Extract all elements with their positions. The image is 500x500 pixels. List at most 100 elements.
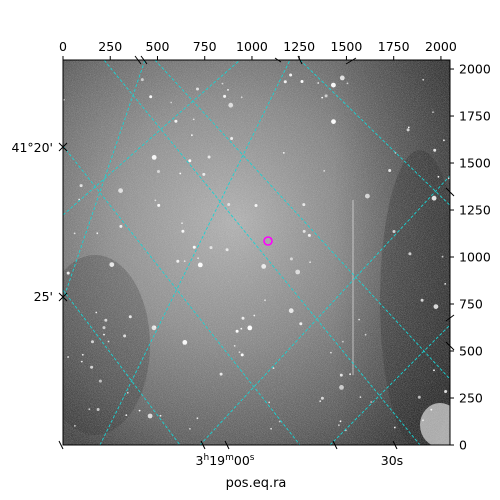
star: [349, 373, 351, 376]
star: [300, 80, 304, 83]
star: [223, 94, 227, 98]
star: [437, 175, 440, 178]
noise-layer: [63, 60, 450, 445]
star: [170, 101, 173, 104]
star: [176, 259, 180, 263]
star: [174, 119, 178, 123]
star: [417, 395, 421, 399]
star: [66, 271, 70, 275]
star: [219, 372, 223, 376]
top-pixel-axis: 0 250 500 750 1000 1250 1500 1750 2000: [59, 39, 457, 60]
star: [302, 229, 306, 233]
star: [119, 224, 123, 228]
world-tick-marks: [58, 55, 455, 450]
star: [227, 203, 231, 206]
star: [253, 314, 256, 317]
right-tick-label: 2000: [459, 62, 491, 77]
star: [339, 75, 345, 81]
star: [233, 345, 236, 347]
star: [338, 424, 340, 427]
grid-line: [63, 60, 146, 301]
star: [103, 333, 105, 336]
star: [140, 78, 144, 82]
star: [433, 148, 437, 152]
plot-frame: [62, 59, 451, 446]
star: [88, 408, 91, 411]
star: [196, 417, 199, 420]
star: [278, 420, 281, 423]
star: [441, 255, 444, 258]
star: [321, 96, 324, 99]
star: [241, 316, 245, 320]
star: [74, 425, 76, 427]
dec-label-1: 41°20': [12, 140, 54, 155]
star: [230, 137, 234, 140]
ra-label-2: 30s: [381, 453, 403, 468]
star: [323, 170, 326, 172]
star: [79, 184, 83, 188]
star: [240, 353, 244, 357]
right-tick-label: 1750: [459, 109, 491, 124]
right-tick-label: 500: [459, 344, 483, 359]
right-pixel-axis: 0 250 500 750 1000 1250 1500 1750 2000: [450, 62, 491, 453]
star: [147, 413, 153, 419]
star: [149, 95, 153, 99]
star: [118, 188, 123, 194]
star: [227, 89, 229, 91]
grid-line: [63, 145, 301, 445]
star: [309, 261, 311, 264]
star: [128, 315, 132, 319]
star: [302, 203, 306, 207]
star: [433, 369, 435, 372]
star: [272, 367, 275, 369]
star: [126, 391, 129, 394]
right-tick-label: 1250: [459, 203, 491, 218]
star: [365, 193, 370, 199]
star: [125, 414, 128, 416]
star: [67, 356, 69, 358]
star: [191, 134, 193, 137]
star: [181, 229, 185, 233]
star: [95, 311, 98, 314]
star: [151, 325, 157, 331]
star: [109, 262, 115, 267]
star: [331, 119, 336, 124]
star: [447, 177, 450, 180]
star: [299, 322, 303, 326]
star: [104, 318, 108, 322]
star: [91, 340, 94, 344]
star: [406, 128, 410, 132]
star: [188, 159, 192, 163]
right-tick-label: 0: [459, 438, 467, 453]
star: [102, 326, 106, 330]
grid-line: [63, 60, 241, 216]
star: [289, 73, 293, 77]
top-tick-label: 250: [98, 39, 122, 54]
top-tick-label: 1000: [236, 39, 268, 54]
star: [420, 298, 424, 302]
star: [182, 340, 188, 345]
star: [98, 379, 102, 383]
star: [282, 152, 285, 154]
star: [430, 408, 433, 411]
star: [393, 426, 396, 429]
star: [392, 230, 396, 233]
star: [422, 419, 424, 422]
plot-area: [63, 60, 450, 445]
star: [407, 126, 410, 129]
star: [324, 94, 328, 98]
star: [63, 98, 65, 101]
ra-label-1: 3h19m00s: [196, 453, 255, 468]
star-field: [63, 73, 450, 432]
star: [81, 353, 84, 356]
star: [432, 111, 434, 113]
star: [359, 396, 362, 398]
star: [339, 420, 342, 423]
target-marker: [263, 236, 273, 246]
right-tick-label: 1500: [459, 156, 491, 171]
grid-line: [329, 324, 450, 445]
top-tick-label: 1750: [378, 39, 410, 54]
star: [339, 385, 344, 390]
star: [235, 329, 239, 333]
